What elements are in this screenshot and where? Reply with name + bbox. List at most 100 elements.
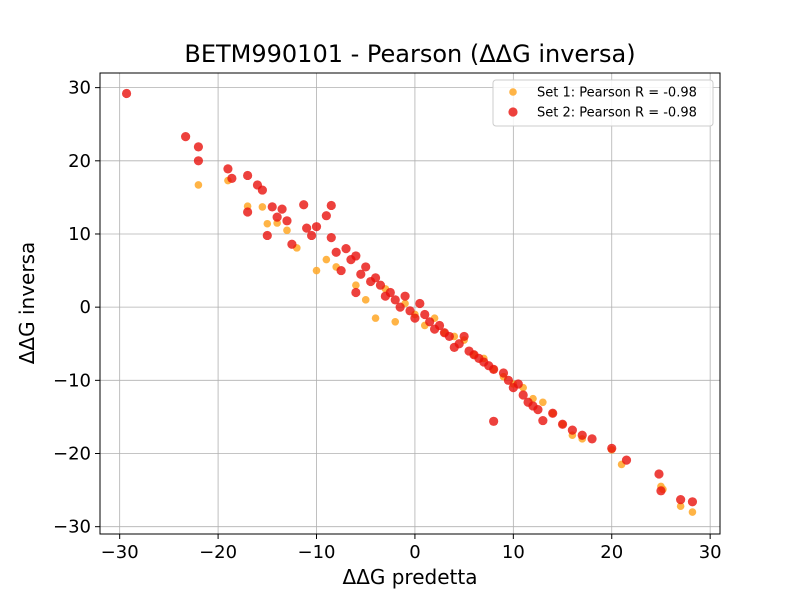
data-point: [676, 495, 686, 505]
legend-marker: [508, 107, 518, 117]
data-point: [331, 247, 341, 257]
y-tick-label: 30: [68, 78, 91, 99]
x-tick-label: −30: [101, 542, 139, 563]
data-point: [391, 317, 400, 326]
data-point: [306, 230, 317, 241]
data-point: [287, 239, 297, 249]
data-point: [223, 164, 233, 174]
data-point: [533, 405, 543, 415]
data-point: [375, 280, 386, 290]
data-point: [181, 132, 191, 142]
data-point: [518, 390, 528, 400]
data-point: [410, 313, 420, 323]
data-point: [607, 443, 617, 453]
axis-ticks: −30 −20 −10 0 10 20 30 −30 −20 −10 0 10 20 30: [53, 78, 722, 563]
data-point: [352, 281, 360, 290]
data-point: [513, 379, 523, 389]
data-point: [243, 170, 253, 181]
data-point: [326, 233, 336, 243]
chart-title: BETM990101 - Pearson (ΔΔG inversa): [184, 40, 635, 68]
data-point: [459, 331, 469, 342]
y-axis-label: ΔΔG inversa: [15, 242, 39, 365]
data-point: [400, 291, 410, 301]
data-point: [371, 314, 380, 322]
data-point: [312, 266, 321, 275]
data-point: [258, 203, 267, 211]
data-point: [688, 508, 697, 516]
data-point: [420, 309, 430, 320]
data-point: [277, 204, 287, 214]
data-point: [227, 173, 237, 183]
data-point: [390, 295, 400, 305]
y-tick-label: −30: [53, 517, 91, 538]
data-point: [454, 339, 464, 349]
data-point: [498, 368, 509, 378]
data-point: [243, 207, 253, 217]
data-point: [336, 265, 346, 276]
legend-label: Set 2: Pearson R = -0.98: [537, 106, 697, 121]
x-tick-label: 0: [409, 542, 420, 563]
data-point: [194, 181, 203, 189]
data-point: [434, 320, 445, 331]
data-point: [405, 306, 415, 316]
y-tick-label: 20: [68, 151, 91, 172]
data-point: [489, 364, 499, 374]
data-point: [356, 269, 366, 279]
data-point: [687, 497, 698, 507]
data-point: [539, 398, 547, 407]
data-point: [263, 219, 272, 228]
data-point: [415, 298, 425, 309]
data-point: [489, 416, 499, 426]
data-point: [503, 375, 514, 385]
data-point: [395, 302, 405, 312]
legend-marker: [509, 88, 517, 96]
data-point: [361, 262, 371, 272]
data-point: [361, 296, 370, 304]
data-point: [272, 212, 282, 222]
data-point: [425, 317, 435, 327]
y-tick-label: 0: [80, 297, 91, 318]
data-point: [444, 331, 454, 342]
data-point: [548, 408, 558, 418]
legend-box: [492, 79, 714, 127]
data-point: [282, 216, 292, 226]
data-point: [587, 434, 597, 444]
y-tick-label: −20: [53, 444, 91, 465]
data-point: [302, 223, 312, 233]
data-point: [257, 185, 267, 195]
legend: Set 1: Pearson R = -0.98 Set 2: Pearson R…: [492, 79, 714, 127]
data-point: [267, 202, 277, 212]
data-point: [351, 287, 361, 298]
data-point: [283, 226, 291, 235]
data-point: [654, 469, 664, 479]
x-tick-label: −20: [199, 542, 237, 563]
series-2-points: [121, 88, 698, 507]
data-point: [193, 142, 204, 152]
x-axis-label: ΔΔG predetta: [343, 565, 478, 589]
data-point: [385, 287, 395, 298]
data-point: [341, 244, 351, 254]
plot-area-frame: [99, 72, 721, 535]
data-point: [351, 251, 361, 261]
data-point: [322, 255, 331, 264]
x-tick-label: −10: [298, 542, 336, 563]
data-point: [621, 455, 632, 465]
data-series: [121, 88, 698, 516]
data-point: [326, 200, 336, 211]
data-point: [299, 200, 309, 210]
data-point: [538, 415, 548, 426]
y-tick-label: −10: [53, 370, 91, 391]
data-point: [567, 425, 577, 435]
data-point: [262, 230, 272, 241]
data-point: [121, 88, 132, 99]
x-tick-label: 30: [699, 542, 722, 563]
data-point: [370, 273, 381, 283]
data-point: [321, 211, 331, 221]
data-point: [577, 430, 587, 440]
data-point: [311, 222, 322, 232]
x-tick-label: 20: [600, 542, 623, 563]
data-point: [656, 486, 666, 496]
data-point: [557, 419, 568, 429]
